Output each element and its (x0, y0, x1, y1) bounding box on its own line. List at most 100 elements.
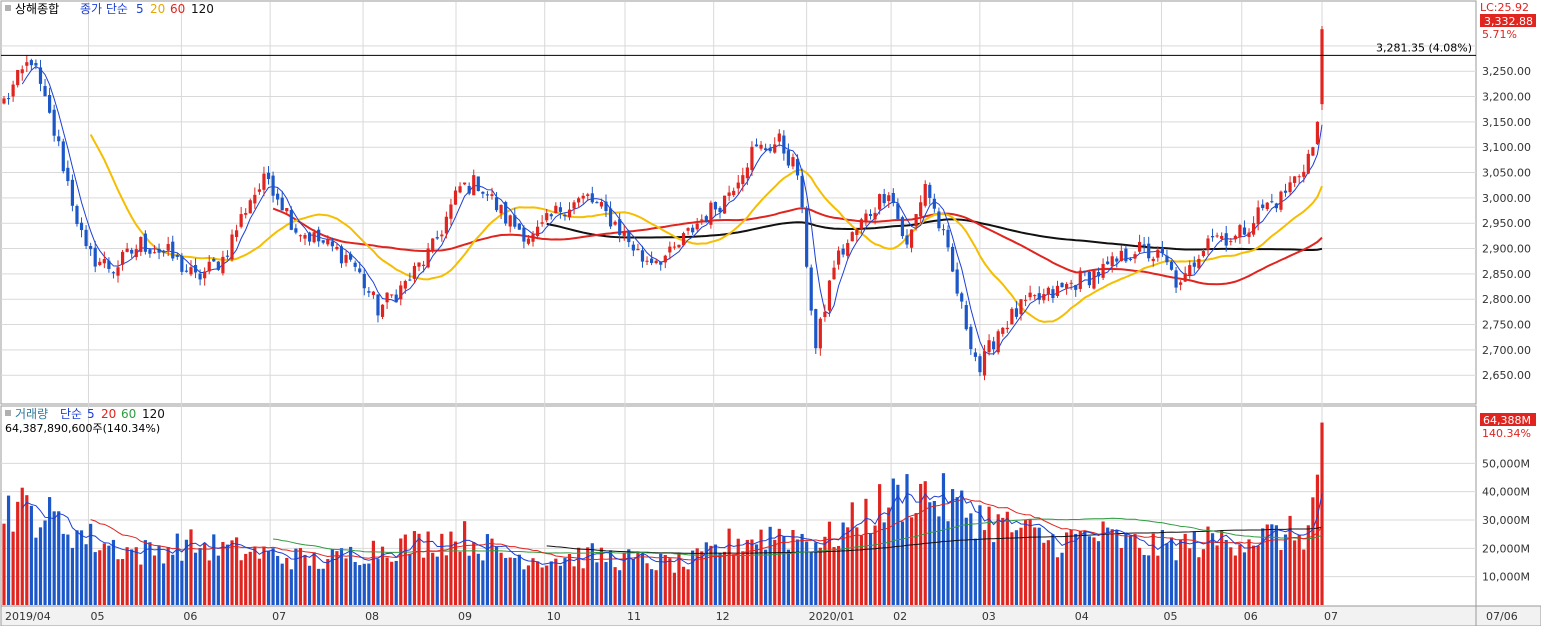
candle-body (472, 175, 476, 196)
volume-tick-label: 10,000M (1482, 571, 1530, 584)
candle-body (216, 261, 220, 270)
volume-bar (294, 548, 298, 605)
candle-body (923, 184, 927, 206)
volume-bar (777, 528, 781, 605)
candle-body (713, 202, 718, 210)
candle-body (189, 267, 193, 275)
volume-bar (403, 534, 407, 605)
volume-bar (184, 539, 189, 605)
candle-body (125, 248, 129, 252)
volume-bar (800, 533, 804, 605)
volume-bar (230, 540, 234, 605)
volume-bar (691, 550, 695, 605)
candle-body (458, 186, 462, 193)
candle-body (941, 229, 946, 231)
volume-bar (61, 533, 65, 605)
price-legend[interactable]: 상해종합 종가 단순 5 20 60 120 (5, 2, 214, 16)
volume-bar (1046, 540, 1050, 605)
candle-body (937, 211, 941, 229)
volume-bar (29, 505, 33, 605)
candle-body (745, 167, 749, 179)
volume-bar (1019, 527, 1023, 605)
price-tick-label: 2,750.00 (1482, 319, 1531, 332)
volume-bar (458, 551, 462, 605)
candle-body (230, 234, 234, 260)
candle-body (207, 261, 211, 272)
candle-body (111, 272, 116, 274)
volume-bar (1215, 545, 1219, 605)
candle-body (1096, 271, 1101, 277)
candle-body (289, 209, 293, 230)
volume-bar (203, 542, 207, 605)
volume-bar (522, 569, 526, 605)
price-tick-label: 3,100.00 (1482, 141, 1531, 154)
candle-body (1279, 191, 1283, 210)
volume-legend-ma5: 5 (87, 407, 95, 421)
volume-bar (909, 517, 914, 605)
volume-bar (152, 555, 157, 605)
volume-bar (855, 527, 859, 605)
volume-bar (271, 548, 275, 605)
candle-body (1169, 261, 1174, 270)
volume-bar (280, 563, 284, 605)
candle-body (691, 227, 695, 233)
volume-legend-ma20: 20 (101, 407, 116, 421)
volume-bar (344, 558, 348, 605)
last-ratio-text: 140.34% (1482, 427, 1531, 440)
volume-bar (1279, 549, 1283, 605)
volume-bar (540, 567, 544, 605)
volume-bar (686, 569, 690, 605)
volume-bar (681, 566, 686, 605)
candle-body (814, 309, 818, 349)
price-tick-label: 2,800.00 (1482, 293, 1531, 306)
volume-bar (1051, 534, 1055, 605)
volume-bar (823, 536, 827, 605)
legend-toggle-icon[interactable] (5, 5, 11, 11)
volume-bar (946, 521, 950, 605)
price-tick-label: 2,900.00 (1482, 243, 1531, 256)
candle-body (380, 304, 385, 317)
legend-ma-label: 종가 단순 (80, 2, 128, 16)
candle-body (522, 227, 526, 242)
volume-bar (490, 538, 494, 605)
volume-bar (590, 543, 594, 605)
volume-bar (1156, 555, 1160, 605)
candle-body (896, 203, 900, 219)
candle-body (1001, 327, 1005, 334)
volume-bar (16, 501, 20, 605)
volume-bar (531, 558, 535, 605)
candle-body (900, 217, 905, 237)
candle-body (20, 69, 24, 74)
volume-bar (349, 546, 353, 605)
price-tick-label: 3,050.00 (1482, 167, 1531, 180)
price-tick-label: 3,000.00 (1482, 192, 1531, 205)
volume-bar (494, 546, 499, 605)
volume-bar (98, 550, 102, 605)
candle-body (905, 235, 909, 245)
candle-body (344, 255, 348, 263)
price-moving-averages (21, 65, 1323, 355)
volume-ma20-line (90, 498, 1323, 561)
volume-bar (709, 545, 713, 605)
candle-body (476, 176, 480, 192)
x-tick-label: 02 (893, 610, 907, 623)
volume-bar (70, 547, 75, 605)
volume-bar (289, 569, 293, 605)
candle-body (928, 184, 932, 198)
volume-legend[interactable]: 거래량 단순 5 20 60 120 64,387,890,600주(140.3… (5, 407, 165, 435)
volume-axis: 10,000M 20,000M 30,000M 40,000M 50,000M (1482, 457, 1530, 583)
candle-body (330, 241, 334, 247)
candle-body (326, 238, 330, 245)
volume-bar (1137, 547, 1142, 605)
ma5-line (21, 65, 1323, 355)
volume-bar (891, 478, 895, 605)
candle-body (558, 207, 562, 212)
candle-body (307, 232, 312, 242)
volume-bar (745, 539, 749, 605)
candle-body (960, 293, 964, 302)
volume-bar (572, 566, 576, 605)
candle-body (1083, 270, 1087, 273)
legend-toggle-icon[interactable] (5, 410, 11, 416)
volume-bar (504, 557, 508, 605)
